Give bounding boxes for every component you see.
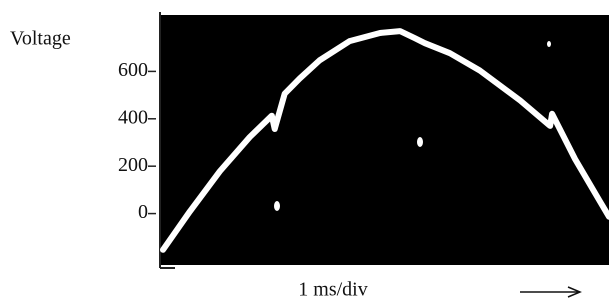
y-tick-label: 200 [118, 154, 148, 176]
y-tick-label: 0 [138, 201, 148, 223]
y-tick-label: 400 [118, 106, 148, 128]
noise-dot [417, 137, 423, 147]
page: {"chart_data": {"type": "line", "y_label… [0, 0, 609, 303]
noise-dot [547, 41, 551, 47]
chart: Voltage 1 ms/div 0 200 400 600 [0, 0, 609, 303]
plot-area [160, 15, 609, 265]
x-axis-label: 1 ms/div [298, 279, 367, 301]
y-axis-label: Voltage [10, 28, 71, 50]
noise-dot [274, 201, 280, 211]
y-tick-label: 600 [118, 59, 148, 81]
